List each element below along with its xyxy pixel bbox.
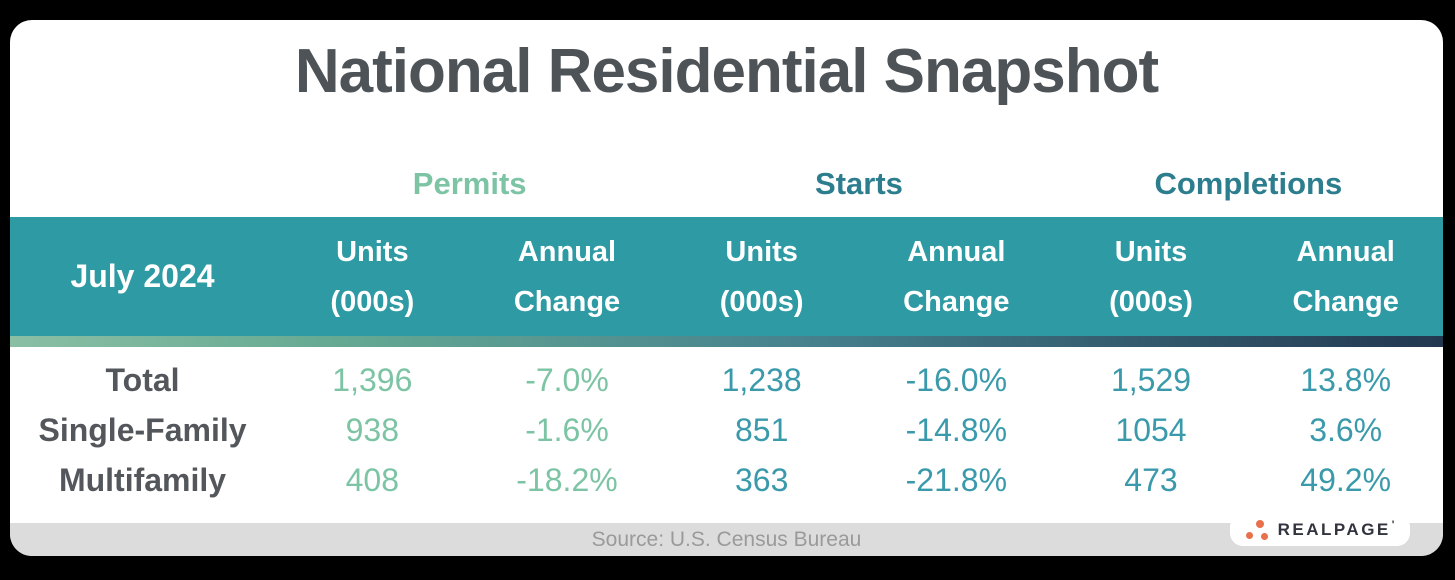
cell-starts-change: -14.8% [905,411,1008,448]
cell-completions-change: 3.6% [1309,411,1383,448]
table-row-total: Total 1,396 -7.0% 1,238 -16.0% 1,529 13.… [10,355,1443,405]
realpage-logo-text: REALPAGE [1277,520,1391,539]
cell-starts-change: -21.8% [905,461,1008,498]
header-units-line2: (000s) [1109,285,1193,318]
cell-starts-units: 363 [734,461,789,498]
cell-permits-units: 938 [345,411,400,448]
cell-permits-units: 408 [345,461,400,498]
header-annual-line1: Annual [907,235,1006,268]
realpage-dots-icon [1245,519,1271,541]
header-annual-line1: Annual [1296,235,1395,268]
header-completions-annual-change: Annual Change [1248,227,1443,327]
cell-completions-units: 1054 [1115,411,1187,448]
group-header-starts: Starts [815,166,903,201]
header-units-line2: (000s) [719,285,804,318]
realpage-trademark-tick: ' [1391,519,1395,531]
cell-completions-change: 49.2% [1300,461,1392,498]
group-header-permits: Permits [412,166,527,201]
cell-permits-units: 1,396 [332,361,413,398]
cell-permits-change: -1.6% [525,411,609,448]
header-annual-line1: Annual [517,235,617,268]
header-starts-annual-change: Annual Change [859,227,1054,327]
header-completions-units: Units (000s) [1054,227,1249,327]
header-annual-line2: Change [903,285,1010,318]
table-row-single-family: Single-Family 938 -1.6% 851 -14.8% 1054 … [10,405,1443,455]
period-label: July 2024 [70,258,215,294]
column-group-header-row: Permits Starts Completions [10,164,1443,204]
header-units-line2: (000s) [330,285,415,318]
table-row-multifamily: Multifamily 408 -18.2% 363 -21.8% 473 49… [10,455,1443,505]
cell-starts-change: -16.0% [905,361,1008,398]
cell-completions-change: 13.8% [1300,361,1392,398]
header-permits-units: Units (000s) [275,227,470,327]
source-text: Source: U.S. Census Bureau [591,527,862,551]
row-label: Single-Family [38,411,247,448]
header-annual-line2: Change [513,285,621,318]
header-units-line1: Units [1114,235,1188,268]
cell-permits-change: -7.0% [525,361,609,398]
group-header-completions: Completions [1154,166,1343,201]
realpage-logo: REALPAGE ' [1230,514,1410,546]
header-units-line1: Units [336,235,409,268]
gradient-divider [10,336,1443,347]
source-bar: Source: U.S. Census Bureau [10,523,1443,556]
row-label: Multifamily [58,461,227,498]
snapshot-card: National Residential Snapshot Permits St… [10,20,1443,556]
cell-starts-units: 1,238 [721,361,802,398]
header-units-line1: Units [725,235,798,268]
header-permits-annual-change: Annual Change [470,227,665,327]
header-starts-units: Units (000s) [664,227,859,327]
page-title: National Residential Snapshot [294,37,1159,106]
cell-starts-units: 851 [734,411,789,448]
header-annual-line2: Change [1292,285,1399,318]
table-body: Total 1,396 -7.0% 1,238 -16.0% 1,529 13.… [10,347,1443,505]
row-label: Total [105,361,180,398]
cell-permits-change: -18.2% [516,461,618,498]
cell-completions-units: 473 [1124,461,1178,498]
table-header-band: July 2024 Units (000s) Annual Change Uni… [10,217,1443,336]
cell-completions-units: 1,529 [1110,361,1192,398]
